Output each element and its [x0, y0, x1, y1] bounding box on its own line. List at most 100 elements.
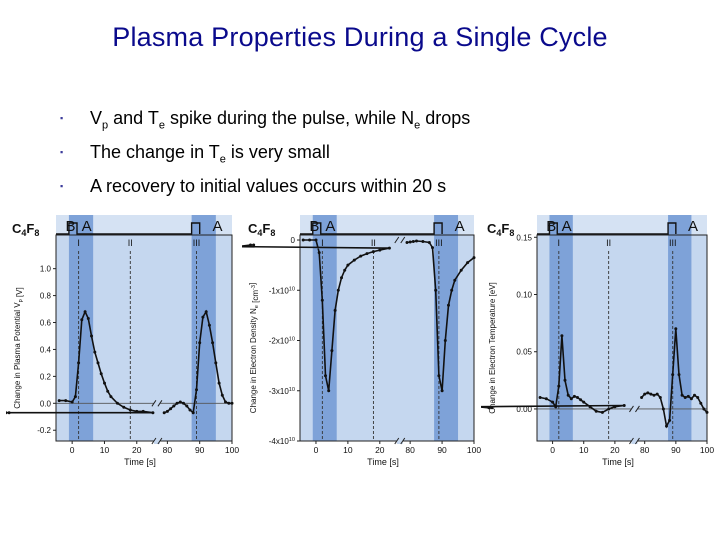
y-tick-label: 1.0	[40, 265, 52, 274]
data-point	[702, 407, 706, 411]
data-point	[308, 238, 312, 242]
data-point	[459, 268, 463, 272]
data-point	[346, 263, 350, 267]
data-point	[579, 398, 583, 402]
plot-frame	[536, 234, 708, 442]
data-point	[576, 396, 579, 399]
x-tick-label: 80	[163, 445, 173, 455]
y-tick-label: -2x1010	[269, 337, 295, 346]
species-label: C4F8	[248, 221, 275, 238]
slide-title: Plasma Properties During a Single Cycle	[112, 22, 608, 52]
data-point	[141, 409, 145, 413]
data-point	[220, 393, 224, 397]
data-point	[227, 401, 231, 405]
data-point	[314, 238, 318, 242]
bullet-list: ▪ Vp and Te spike during the pulse, whil…	[60, 108, 700, 210]
data-point	[252, 243, 256, 247]
region-label: B	[65, 218, 75, 235]
data-point	[466, 261, 470, 265]
data-point	[671, 373, 675, 377]
data-point	[90, 334, 93, 338]
data-point	[336, 288, 340, 292]
region-label: A	[455, 218, 465, 235]
x-tick-label: 100	[700, 445, 714, 455]
chart-panel-plasma-potential: C4F8 A B A I II III -0.2 0.0 0.2 0.4 0.6 0.8 1.0 0 10 20…	[0, 213, 241, 469]
data-point	[450, 288, 454, 292]
axis-break-mark	[635, 437, 640, 445]
axis-break-mask	[631, 405, 638, 412]
data-point	[188, 408, 192, 412]
y-tick-label: 0.0	[40, 399, 52, 408]
data-point	[207, 323, 211, 327]
axis-break-mark	[157, 400, 163, 407]
data-point	[343, 268, 347, 272]
data-point	[165, 409, 169, 413]
series-line	[163, 309, 232, 415]
data-point	[4, 411, 8, 415]
region-label: B	[309, 218, 319, 235]
series-line	[476, 335, 625, 414]
y-tick-label: 0.8	[40, 292, 52, 301]
y-tick-label: 0.15	[516, 233, 532, 242]
data-point	[96, 361, 100, 365]
data-point	[70, 400, 74, 404]
data-point	[677, 373, 681, 377]
region-header-a	[434, 215, 459, 235]
data-point	[211, 341, 215, 345]
phase-marker-label: III	[435, 238, 443, 248]
data-point	[204, 310, 208, 314]
data-point	[169, 407, 173, 411]
x-tick-label: 80	[405, 445, 415, 455]
data-point	[320, 298, 324, 302]
data-point	[643, 392, 647, 396]
data-point	[661, 407, 665, 411]
data-point	[151, 411, 155, 415]
electron-density-chart: C4F8 AB AI II III0-1x1010-2x1010-3x1010-4x10…	[236, 215, 481, 467]
data-point	[135, 409, 139, 413]
bullet-marker: ▪	[60, 181, 64, 191]
y-tick-label: -0.2	[37, 426, 51, 435]
data-point	[93, 350, 97, 354]
data-point	[607, 407, 611, 411]
plot-frame	[299, 234, 475, 442]
data-point	[674, 327, 678, 331]
y-axis-label: Change in Plasma Potential Vp [V]	[13, 287, 24, 408]
data-point	[415, 239, 418, 243]
region-label: A	[82, 218, 92, 235]
y-tick-label: 0.4	[40, 345, 52, 354]
y-tick-label: 0	[291, 236, 296, 245]
phase-marker-label: I	[558, 238, 561, 248]
data-point	[668, 418, 672, 422]
data-point	[594, 409, 598, 413]
data-point	[333, 308, 337, 312]
x-tick-label: 0	[550, 445, 555, 455]
pulse-waveform	[56, 222, 201, 235]
data-point	[230, 401, 234, 405]
data-point	[7, 411, 11, 415]
data-point	[557, 384, 561, 388]
data-point	[77, 361, 81, 365]
axis-break-mask	[631, 438, 638, 444]
region-header-a	[549, 215, 573, 235]
data-point	[359, 254, 363, 258]
data-point	[683, 396, 687, 399]
data-point	[83, 310, 87, 314]
axis-break-mask	[153, 400, 160, 407]
region-header-a	[191, 215, 216, 235]
data-point	[86, 317, 90, 320]
data-point	[447, 303, 450, 307]
region-header	[537, 215, 707, 235]
x-tick-label: 10	[579, 445, 589, 455]
data-point	[443, 339, 447, 342]
bullet-marker: ▪	[60, 147, 64, 157]
axis-break-mark	[400, 437, 406, 445]
data-point	[109, 395, 113, 399]
data-point	[106, 389, 110, 393]
data-point	[622, 404, 626, 407]
data-point	[588, 405, 592, 409]
data-point	[563, 378, 567, 382]
data-point	[421, 240, 425, 243]
data-point	[405, 241, 409, 244]
axis-break-mark	[157, 437, 163, 445]
